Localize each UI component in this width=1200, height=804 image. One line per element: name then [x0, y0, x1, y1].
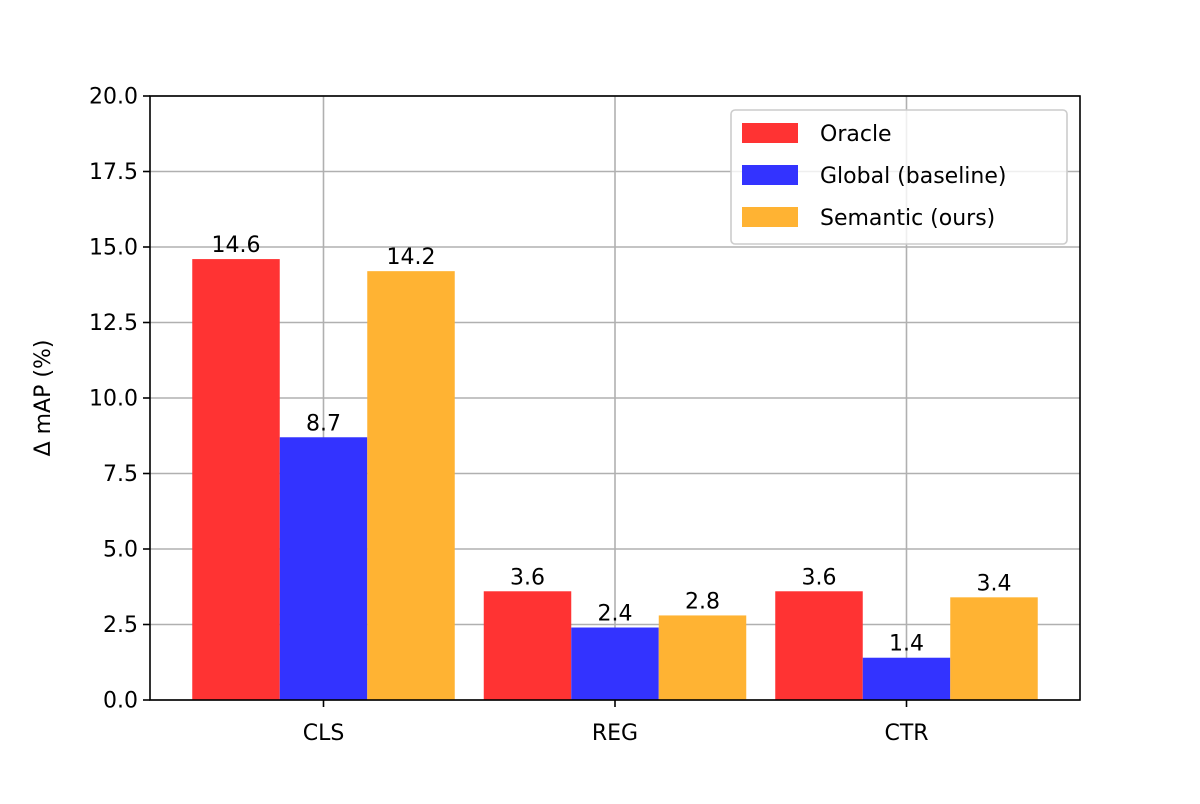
legend-swatch [742, 165, 798, 185]
bar-semantic-ctr [950, 597, 1038, 700]
bar-oracle-ctr [775, 591, 863, 700]
y-tick-label: 2.5 [103, 613, 138, 638]
bar-value-label: 1.4 [889, 632, 924, 657]
y-tick-label: 15.0 [89, 236, 138, 261]
y-tick-label: 10.0 [89, 387, 138, 412]
y-axis-label: Δ mAP (%) [31, 340, 56, 457]
bar-oracle-cls [192, 259, 280, 700]
legend-label: Oracle [820, 122, 892, 147]
y-tick-label: 5.0 [103, 538, 138, 563]
y-tick-label: 20.0 [89, 85, 138, 110]
y-tick-label: 7.5 [103, 462, 138, 487]
legend-label: Global (baseline) [820, 164, 1006, 189]
legend-swatch [742, 123, 798, 143]
x-tick-label: REG [592, 721, 638, 746]
bar-value-label: 14.2 [387, 245, 436, 270]
bar-value-label: 8.7 [306, 411, 341, 436]
bar-value-label: 2.4 [598, 602, 633, 627]
bar-oracle-reg [483, 591, 572, 700]
bar-value-label: 3.6 [510, 565, 545, 590]
legend: Oracle Global (baseline) Semantic (ours) [730, 109, 1068, 245]
legend-label: Semantic (ours) [820, 206, 995, 231]
bar-value-label: 2.8 [685, 589, 720, 614]
bars [192, 259, 1038, 700]
bar-semantic-cls [367, 271, 455, 700]
bar-value-label: 14.6 [212, 233, 261, 258]
bar-value-label: 3.4 [977, 571, 1012, 596]
y-tick-label: 17.5 [89, 160, 138, 185]
x-tick-label: CLS [303, 721, 345, 746]
bar-global-reg [571, 627, 659, 700]
y-tick-label: 0.0 [103, 689, 138, 714]
bar-value-label: 3.6 [802, 565, 837, 590]
x-tick-label: CTR [884, 721, 928, 746]
bar-global-ctr [862, 657, 951, 700]
y-axis: 0.0 2.5 5.0 7.5 10.0 12.5 15.0 17.5 20.0 [89, 85, 150, 714]
legend-box [730, 109, 1068, 245]
x-axis: CLS REG CTR [303, 700, 929, 746]
bar-semantic-reg [658, 615, 747, 700]
y-tick-label: 12.5 [89, 311, 138, 336]
bar-value-labels: 14.6 3.6 3.6 8.7 2.4 1.4 14.2 2.8 3.4 [212, 233, 1012, 657]
legend-swatch [742, 207, 798, 227]
bar-global-cls [279, 437, 368, 700]
